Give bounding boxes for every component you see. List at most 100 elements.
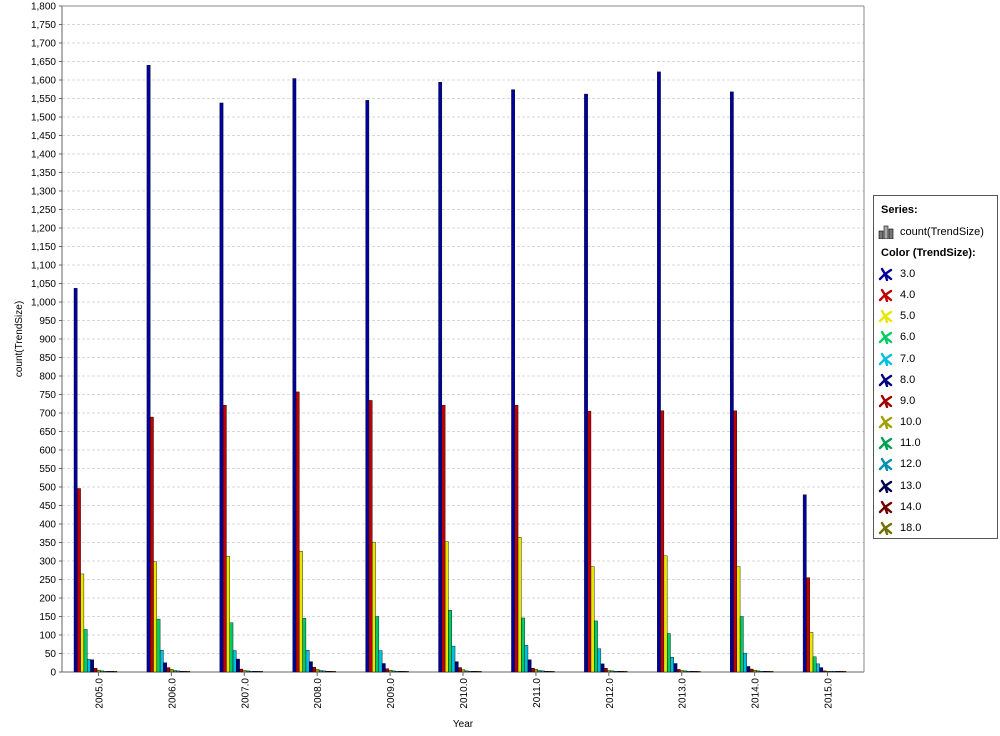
- bar: [514, 405, 519, 673]
- legend-item: 12.0: [878, 456, 921, 472]
- bar: [226, 555, 230, 673]
- x-tick-label: 2009.0: [386, 678, 397, 709]
- bar: [736, 566, 741, 673]
- y-axis-title: count(TrendSize): [14, 301, 25, 377]
- y-tick-label: 700: [39, 409, 56, 420]
- legend-marker-icon: [878, 310, 893, 324]
- y-tick-label: 550: [39, 464, 56, 475]
- legend-item-label: 10.0: [900, 416, 922, 429]
- y-tick-label: 400: [39, 520, 56, 531]
- bar: [756, 670, 761, 673]
- bar: [471, 671, 476, 673]
- bar: [295, 391, 300, 673]
- legend-series-item: count(TrendSize): [878, 224, 984, 240]
- bar: [401, 671, 406, 673]
- bar: [657, 71, 661, 673]
- x-tick-label: 2008.0: [313, 678, 324, 709]
- bar: [746, 666, 751, 673]
- legend-item: 8.0: [878, 372, 915, 388]
- bar: [299, 551, 303, 673]
- bar: [663, 555, 668, 673]
- bar: [391, 670, 396, 673]
- bar: [825, 671, 830, 673]
- bar: [531, 668, 535, 673]
- bar: [93, 668, 98, 673]
- bar: [806, 577, 810, 673]
- bar: [468, 671, 472, 673]
- bar: [156, 618, 161, 673]
- bar: [603, 668, 608, 673]
- x-tick-label: 2010.0: [459, 678, 470, 709]
- bar: [375, 616, 380, 673]
- y-tick-label: 1,700: [31, 39, 56, 50]
- bar: [368, 400, 373, 673]
- bar: [809, 632, 814, 673]
- legend-marker-icon: [878, 521, 893, 535]
- y-tick-label: 800: [39, 372, 56, 383]
- bar: [620, 671, 625, 673]
- legend-item: 14.0: [878, 499, 921, 515]
- bar: [90, 659, 95, 673]
- bar: [385, 668, 389, 673]
- bar: [239, 668, 244, 673]
- legend-marker-icon: [878, 267, 893, 281]
- bar: [527, 659, 532, 673]
- y-tick-label: 250: [39, 575, 56, 586]
- bar: [458, 667, 462, 673]
- legend-marker-icon: [878, 394, 893, 408]
- bar: [309, 661, 313, 673]
- bar: [441, 405, 446, 673]
- bar: [812, 656, 817, 673]
- bar: [733, 410, 737, 673]
- legend-marker-icon: [878, 415, 893, 430]
- legend-item: 10.0: [878, 414, 921, 430]
- bar: [219, 102, 224, 673]
- legend-item: 13.0: [878, 478, 921, 494]
- bar: [448, 610, 452, 673]
- bar: [110, 671, 114, 673]
- y-tick-label: 1,400: [31, 150, 56, 161]
- bar: [312, 666, 317, 673]
- y-tick-label: 150: [39, 612, 56, 623]
- y-tick-label: 1,000: [31, 298, 56, 309]
- bar: [405, 671, 409, 673]
- bar: [395, 671, 399, 673]
- bar: [517, 537, 522, 673]
- bar: [594, 620, 598, 673]
- bar: [232, 650, 237, 673]
- y-tick-label: 100: [39, 631, 56, 642]
- legend-series-heading: Series:: [881, 204, 918, 216]
- legend-item-label: 13.0: [900, 479, 922, 492]
- bar: [680, 670, 684, 673]
- legend-item-label: 12.0: [900, 458, 922, 471]
- bar: [461, 669, 466, 673]
- bar: [610, 670, 615, 673]
- bar: [762, 671, 767, 673]
- bar: [103, 671, 108, 673]
- bar: [328, 671, 333, 673]
- bar: [106, 671, 111, 673]
- legend-marker-icon: [878, 500, 893, 514]
- y-tick-label: 1,150: [31, 242, 56, 253]
- bar: [249, 671, 254, 673]
- bar: [597, 648, 602, 673]
- bar: [753, 669, 757, 673]
- legend-item-label: 7.0: [900, 352, 916, 365]
- bar: [73, 288, 78, 673]
- bar: [842, 671, 847, 673]
- bar: [822, 670, 827, 673]
- bar: [547, 671, 552, 673]
- bar: [183, 671, 187, 673]
- bar: [179, 671, 184, 673]
- bar: [242, 670, 247, 673]
- y-tick-label: 1,650: [31, 57, 56, 68]
- legend-item: 18.0: [878, 520, 921, 536]
- x-tick-label: 2007.0: [240, 678, 251, 709]
- bar: [451, 645, 456, 673]
- legend-item: 5.0: [878, 308, 915, 324]
- bar: [617, 671, 621, 673]
- y-tick-label: 1,750: [31, 20, 56, 31]
- y-tick-label: 900: [39, 335, 56, 346]
- x-tick-label: 2011.0: [532, 678, 543, 708]
- bar: [372, 541, 376, 673]
